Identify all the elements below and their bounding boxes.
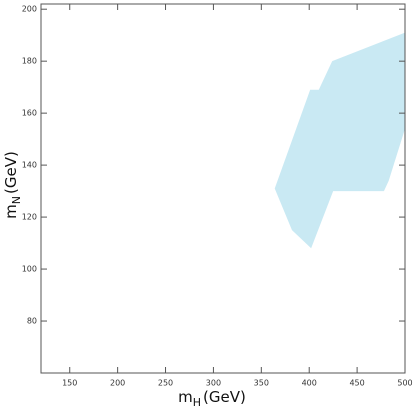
y-label-unit: (GeV): [2, 151, 20, 194]
x-label-subscript: H: [193, 396, 201, 409]
x-tick-label: 450: [349, 379, 364, 388]
x-tick-label: 250: [158, 379, 173, 388]
y-axis-label: mN (GeV): [2, 151, 23, 219]
x-tick-label: 350: [254, 379, 269, 388]
y-tick-label: 200: [22, 5, 37, 14]
y-tick-label: 140: [22, 161, 37, 170]
x-tick-label: 150: [62, 379, 77, 388]
x-axis-label: mH (GeV): [178, 388, 246, 409]
y-tick-label: 180: [22, 57, 37, 66]
y-label-symbol: m: [2, 204, 20, 219]
x-tick-label: 300: [206, 379, 221, 388]
region: [274, 32, 405, 249]
x-tick-label: 200: [110, 379, 125, 388]
y-tick-label: 80: [27, 317, 37, 326]
y-tick-label: 100: [22, 265, 37, 274]
x-tick-label: 500: [397, 379, 412, 388]
y-tick-label: 120: [22, 213, 37, 222]
x-label-unit: (GeV): [203, 388, 246, 406]
y-tick-label: 160: [22, 109, 37, 118]
y-label-subscript: N: [10, 196, 23, 204]
x-label-symbol: m: [178, 388, 193, 406]
plot-frame: [40, 3, 406, 374]
x-tick-label: 400: [302, 379, 317, 388]
